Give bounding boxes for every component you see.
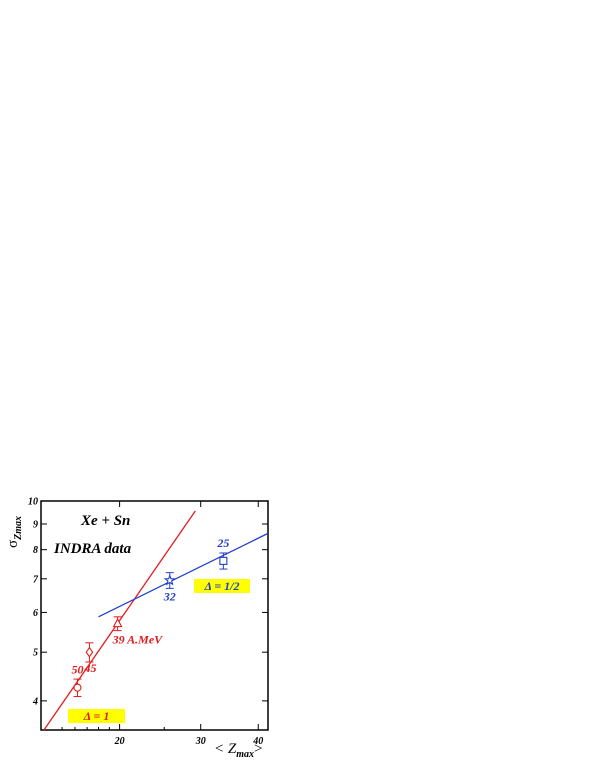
x-axis-title: < Zmax>	[214, 741, 262, 760]
delta-box-blue	[194, 579, 250, 593]
star-marker	[163, 574, 176, 586]
data-point-square	[219, 552, 228, 570]
x-tick-label-20: 20	[114, 736, 125, 747]
point-label: 25	[216, 536, 229, 550]
y-axis-title-main: σ	[5, 540, 21, 548]
plot-frame	[40, 500, 269, 731]
y-tick-label-10: 10	[28, 497, 38, 508]
point-label: 45	[83, 661, 96, 675]
data-source-annotation: INDRA data	[53, 541, 132, 557]
data-point-star	[163, 572, 176, 589]
x-tick-label-40: 40	[252, 736, 263, 747]
circle-marker	[73, 683, 82, 692]
x-axis-title-close: >	[254, 741, 262, 757]
fit-lines	[43, 510, 268, 730]
axis-ticks	[41, 500, 268, 730]
fit-line-1	[98, 532, 268, 618]
x-axis-title-sub: max	[236, 749, 254, 760]
y-axis-title-sub: Zmax	[13, 516, 24, 541]
square-marker	[219, 556, 228, 565]
fit-line-0	[43, 510, 196, 730]
y-tick-label-6: 6	[33, 608, 38, 619]
point-label: 32	[163, 589, 176, 603]
data-point-diamond	[85, 642, 94, 663]
y-tick-label-5: 5	[33, 648, 38, 659]
delta-box-red	[68, 709, 125, 723]
y-axis-title: σZmax	[5, 516, 24, 548]
data-point-circle	[73, 678, 82, 698]
data-points	[73, 552, 228, 698]
y-tick-label-8: 8	[33, 545, 38, 556]
delta-label-blue: Δ = 1/2	[203, 579, 239, 593]
diamond-marker	[85, 646, 94, 658]
point-label: 50	[71, 663, 83, 677]
point-label: 39 A.MeV	[112, 633, 164, 647]
data-point-triangle	[112, 616, 123, 632]
svg-text:σZmax: σZmax	[5, 516, 24, 548]
triangle-marker	[112, 617, 123, 628]
x-axis-title-open: < Z	[214, 741, 237, 757]
system-annotation: Xe + Sn	[80, 513, 130, 529]
y-tick-label-4: 4	[32, 696, 38, 707]
y-tick-label-7: 7	[33, 574, 39, 585]
y-tick-label-9: 9	[33, 519, 38, 530]
x-tick-label-30: 30	[195, 736, 206, 747]
point-labels: 50 45 39 A.MeV 32 25	[71, 536, 229, 677]
delta-label-red: Δ = 1	[83, 709, 110, 723]
